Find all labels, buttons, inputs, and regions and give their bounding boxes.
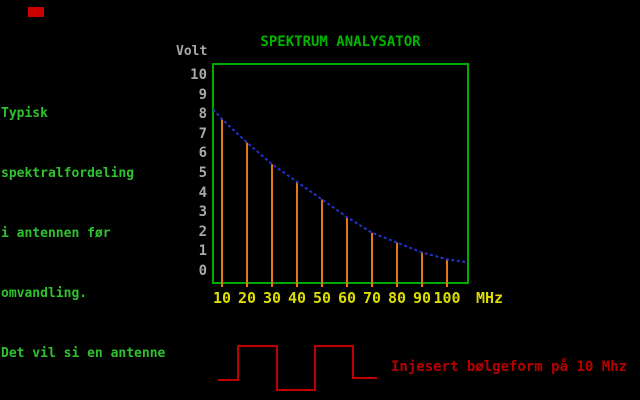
y-tick-label: 6 [198, 145, 207, 162]
x-tick-label: 50 [312, 289, 332, 307]
note-text-block: Typisk spektralfordeling i antennen før … [1, 64, 165, 400]
note-line: Typisk [1, 106, 48, 121]
x-tick-label: 20 [237, 289, 257, 307]
x-tick-label: 30 [262, 289, 282, 307]
chart-title: SPEKTRUM ANALYSATOR [260, 34, 421, 50]
x-tick-label: 10 [212, 289, 232, 307]
y-tick-label: 3 [198, 204, 207, 221]
note-line: Det vil si en antenne [1, 346, 166, 361]
y-axis-title: Volt [176, 44, 208, 59]
y-tick-label: 2 [198, 223, 207, 240]
note-line: spektralfordeling [1, 166, 135, 181]
x-tick-label: 40 [287, 289, 307, 307]
waveform-caption: Injesert bølgeform på 10 Mhz [391, 359, 628, 375]
x-tick-label: 70 [362, 289, 382, 307]
plot-frame [212, 63, 469, 284]
y-tick-label: 7 [198, 125, 207, 142]
x-tick-label: 60 [337, 289, 357, 307]
note-line: omvandling. [1, 286, 88, 301]
y-tick-label: 4 [198, 184, 207, 201]
note-line: i antennen før [1, 226, 111, 241]
x-axis-unit-label: MHz [476, 289, 504, 307]
y-tick-label: 1 [198, 243, 207, 260]
x-tick-label: 80 [387, 289, 407, 307]
y-tick-label: 5 [198, 165, 207, 181]
x-tick-label: 90 [412, 289, 432, 307]
spectrum-envelope-curve [212, 108, 468, 264]
y-tick-label: 9 [198, 86, 207, 103]
y-tick-label: 8 [198, 106, 207, 123]
square-waveform [218, 345, 377, 391]
y-tick-label: 10 [190, 67, 207, 83]
y-tick-label: 0 [198, 263, 207, 279]
red-marker-block [28, 7, 44, 17]
x-tick-label: 100 [433, 289, 461, 307]
